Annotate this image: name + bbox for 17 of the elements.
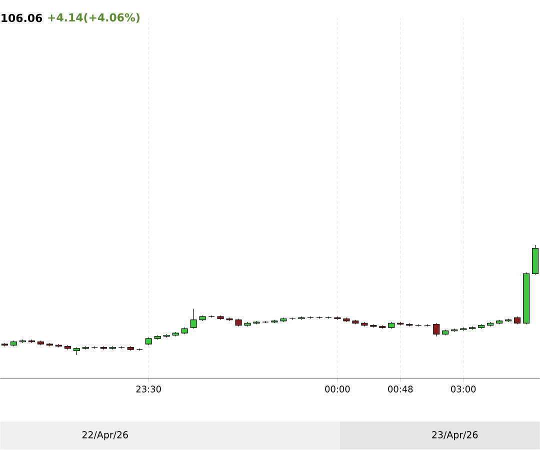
candlestick [325,316,332,320]
candlestick [289,318,296,320]
candlestick [307,316,314,320]
x-tick-label: 00:48 [388,386,413,393]
candlestick [298,316,305,320]
chart-title: 106.06 [2,14,42,22]
x-tick-label: 00:00 [325,386,350,393]
candlestick [334,316,341,320]
candlestick [190,308,197,330]
candlestick [433,323,440,337]
x-tick-label: 03:00 [451,386,476,393]
x-tick-label: 23:30 [136,386,161,393]
candlestick [226,318,233,322]
text: 22/Apr/26 [82,431,128,440]
chart-subtitle: +4.14(+4.06%) [48,13,140,24]
candlestick [316,316,323,320]
text: 23/Apr/26 [432,431,478,440]
